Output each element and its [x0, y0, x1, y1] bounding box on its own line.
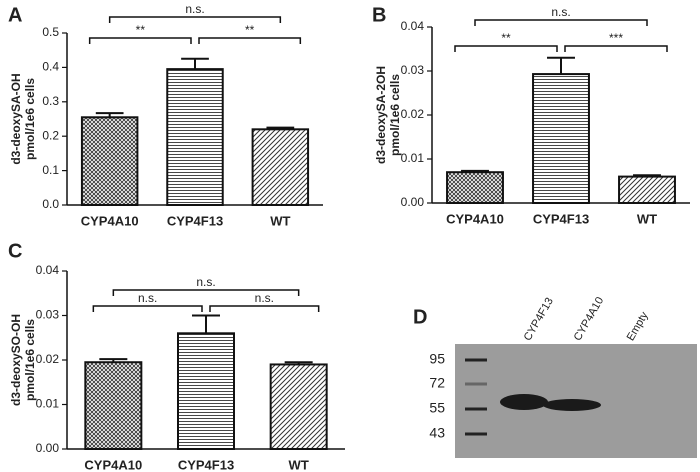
significance-bracket	[108, 16, 282, 23]
y-tick-label: 0.3	[42, 94, 59, 108]
y-axis-label: d3-deoxySA-OH	[9, 73, 23, 164]
x-tick-label: CYP4F13	[178, 457, 234, 472]
lane-label: Empty	[625, 310, 651, 343]
y-tick-label: 0.00	[36, 441, 60, 455]
panel-label: A	[8, 4, 22, 26]
significance-label: **	[245, 23, 255, 37]
significance-bracket	[474, 19, 648, 26]
y-axis-label: pmol/1e6 cells	[23, 78, 37, 160]
blot-band	[500, 394, 548, 410]
bar	[532, 73, 590, 204]
bar	[80, 116, 139, 206]
error-bar	[266, 126, 295, 130]
significance-bracket	[198, 37, 302, 44]
x-tick-label: WT	[270, 213, 290, 228]
y-tick-label: 0.02	[401, 107, 425, 121]
western-blot	[455, 344, 697, 458]
x-tick-label: WT	[289, 457, 309, 472]
significance-bracket	[209, 305, 320, 312]
y-tick-label: 0.03	[36, 308, 60, 322]
y-tick-label: 0.00	[401, 195, 425, 209]
error-bar	[547, 56, 575, 75]
error-bar	[99, 358, 128, 363]
marker-label: 55	[429, 400, 445, 416]
panel-label: D	[413, 306, 427, 328]
y-tick-label: 0.4	[42, 60, 59, 74]
error-bar	[192, 314, 220, 334]
y-axis-label: pmol/1e6 cells	[23, 319, 37, 401]
significance-bracket	[92, 305, 203, 312]
y-tick-label: 0.1	[42, 163, 59, 177]
significance-bracket	[564, 45, 668, 52]
y-tick-label: 0.2	[42, 128, 59, 142]
y-tick-label: 0.02	[36, 352, 60, 366]
significance-bracket	[88, 37, 192, 44]
bar	[166, 68, 224, 207]
x-tick-label: CYP4A10	[446, 211, 504, 226]
error-bar	[181, 57, 209, 70]
y-tick-label: 0.5	[42, 25, 59, 39]
marker-label: 72	[429, 375, 445, 391]
error-bar	[284, 361, 313, 365]
marker-label: 43	[429, 425, 445, 441]
lane-label: CYP4A10	[572, 295, 607, 343]
significance-label: **	[501, 31, 511, 45]
panel-label: C	[8, 240, 22, 262]
y-axis-label: d3-deoxySA-2OH	[374, 66, 388, 164]
significance-label: n.s.	[185, 2, 204, 16]
panel-label: B	[372, 4, 386, 26]
marker-label: 95	[429, 351, 445, 367]
significance-label: n.s.	[255, 291, 274, 305]
significance-label: n.s.	[196, 275, 215, 289]
significance-bracket	[454, 45, 558, 52]
bar	[177, 332, 235, 450]
x-tick-label: WT	[637, 211, 657, 226]
x-tick-label: CYP4F13	[167, 213, 223, 228]
significance-label: n.s.	[138, 291, 157, 305]
blot-band	[543, 399, 601, 411]
error-bar	[633, 174, 661, 177]
y-tick-label: 0.03	[401, 63, 425, 77]
y-tick-label: 0.04	[36, 263, 60, 277]
error-bar	[461, 169, 489, 173]
y-tick-label: 0.0	[42, 197, 59, 211]
y-axis-label: pmol/1e6 cells	[388, 74, 402, 156]
bar	[618, 175, 676, 205]
bar	[269, 363, 328, 451]
x-tick-label: CYP4A10	[81, 213, 139, 228]
y-tick-label: 0.01	[401, 151, 425, 165]
x-tick-label: CYP4F13	[533, 211, 589, 226]
bar	[251, 128, 310, 207]
significance-label: ***	[609, 31, 623, 45]
y-tick-label: 0.04	[401, 19, 425, 33]
x-tick-label: CYP4A10	[84, 457, 142, 472]
y-tick-label: 0.01	[36, 397, 60, 411]
error-bar	[95, 112, 124, 118]
significance-label: n.s.	[551, 5, 570, 19]
lane-label: CYP4F13	[522, 296, 556, 343]
y-axis-label: d3-deoxySO-OH	[9, 314, 23, 406]
bar	[84, 361, 143, 451]
significance-label: **	[136, 23, 146, 37]
bar	[446, 171, 504, 204]
significance-bracket	[112, 289, 300, 296]
